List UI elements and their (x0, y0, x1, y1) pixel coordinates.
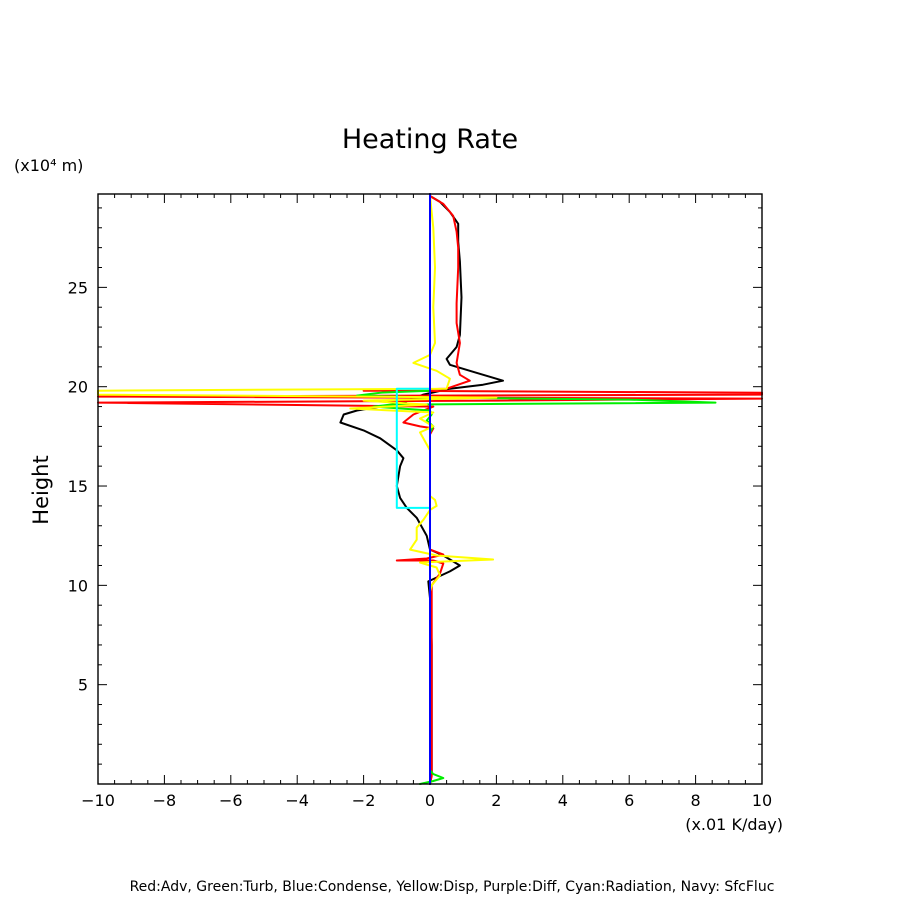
x-tick-label: −6 (219, 791, 243, 810)
y-tick-label: 5 (78, 676, 88, 695)
x-tick-label: 6 (624, 791, 634, 810)
x-tick-label: −10 (81, 791, 115, 810)
plot-frame (97, 193, 763, 785)
series-line-turb (356, 195, 717, 785)
x-tick-label: −2 (352, 791, 376, 810)
x-tick-label: −4 (285, 791, 309, 810)
y-tick-label: 20 (68, 378, 88, 397)
chart-title: Heating Rate (342, 124, 518, 155)
series-line-disp (97, 195, 498, 785)
series-line-total (339, 195, 504, 785)
legend-text: Red:Adv, Green:Turb, Blue:Condense, Yell… (130, 879, 775, 895)
x-tick-label: 0 (425, 791, 435, 810)
x-tick-label: 10 (752, 791, 772, 810)
x-axis-label: (x.01 K/day) (685, 815, 783, 834)
x-tick-label: −8 (153, 791, 177, 810)
y-tick-label: 15 (68, 477, 88, 496)
x-tick-label: 8 (691, 791, 701, 810)
y-axis-label: Height (29, 455, 53, 524)
x-tick-label: 4 (558, 791, 568, 810)
y-unit-label: (x10⁴ m) (14, 156, 83, 175)
y-tick-label: 10 (68, 576, 88, 595)
x-tick-label: 2 (491, 791, 501, 810)
y-tick-label: 25 (68, 278, 88, 297)
series-line-adv (97, 195, 763, 785)
